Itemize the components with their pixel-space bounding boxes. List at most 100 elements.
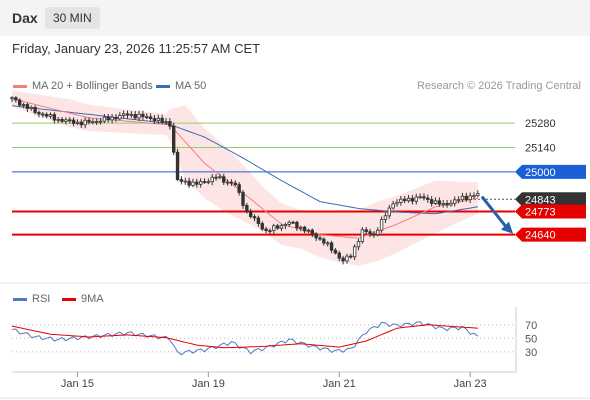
- candle-body: [272, 225, 276, 231]
- candle-body: [148, 116, 153, 119]
- candle-body: [433, 200, 438, 204]
- pivot-label: 25000: [525, 167, 556, 179]
- candle-body: [71, 119, 76, 124]
- candle-body: [179, 179, 184, 182]
- x-tick-label: Jan 23: [454, 378, 487, 390]
- rsi-tick-label: 70: [525, 320, 537, 332]
- ma20-swatch: [13, 84, 27, 88]
- candle-body: [102, 116, 107, 122]
- header-bar: Dax 30 MIN: [0, 0, 590, 36]
- support-label-box: [515, 204, 586, 219]
- candle-body: [325, 242, 330, 245]
- candle-body: [376, 229, 380, 236]
- candle-body: [195, 181, 199, 185]
- candle-body: [248, 210, 253, 217]
- candle-body: [414, 196, 418, 202]
- instrument-title: Dax: [12, 10, 38, 26]
- candle-body: [121, 113, 126, 116]
- legend-ma20: MA 20 + Bollinger Bands: [13, 80, 153, 92]
- candle-body: [379, 219, 384, 231]
- candle-body: [333, 249, 338, 254]
- resistance-label: 25280: [525, 118, 556, 130]
- candle-body: [264, 228, 268, 231]
- candle-body: [233, 182, 237, 186]
- candle-body: [329, 242, 334, 251]
- candle-body: [98, 120, 103, 123]
- candle-body: [44, 113, 49, 117]
- candle-body: [37, 112, 41, 115]
- legend-ma50: MA 50: [156, 80, 206, 92]
- candle-body: [168, 121, 172, 127]
- candle-body: [229, 181, 234, 184]
- candle-body: [368, 231, 372, 235]
- chart-datetime: Friday, January 23, 2026 11:25:57 AM CET: [12, 41, 261, 56]
- legend-ma20-label: MA 20 + Bollinger Bands: [32, 80, 153, 92]
- last-price-label: 24843: [525, 194, 556, 206]
- candle-body: [56, 118, 60, 121]
- candle-body: [133, 114, 137, 119]
- candle-body: [275, 225, 280, 229]
- candle-body: [164, 121, 168, 123]
- candle-body: [191, 181, 195, 186]
- candle-body: [160, 117, 164, 123]
- candle-body: [456, 199, 461, 202]
- legend-ma50-label: MA 50: [175, 80, 207, 92]
- candle-body: [114, 116, 118, 120]
- candle-body: [356, 241, 361, 248]
- candle-body: [472, 195, 476, 197]
- candle-body: [302, 226, 307, 232]
- candle-body: [171, 125, 176, 153]
- legend-rsi: RSI: [13, 293, 50, 305]
- copyright-text: Research © 2026 Trading Central: [416, 80, 581, 92]
- candle-body: [360, 229, 365, 242]
- resistance-label: 25140: [525, 143, 556, 155]
- forecast-arrow-head: [501, 221, 513, 234]
- candle-body: [426, 197, 430, 200]
- candle-body: [41, 113, 45, 116]
- candle-body: [399, 198, 403, 203]
- candle-body: [352, 246, 357, 258]
- candle-body: [310, 229, 314, 235]
- candle-body: [187, 180, 191, 186]
- candle-body: [118, 115, 122, 120]
- timeframe-button[interactable]: 30 MIN: [45, 7, 100, 29]
- candle-body: [429, 199, 434, 204]
- candle-body: [10, 97, 14, 100]
- candle-body: [21, 104, 26, 106]
- candle-body: [341, 257, 345, 262]
- candle-body: [395, 201, 399, 205]
- candle-body: [345, 255, 349, 262]
- rsi-ma-line: [11, 324, 478, 349]
- candle-body: [441, 203, 445, 205]
- candle-body: [83, 119, 87, 126]
- candle-body: [268, 230, 272, 232]
- candle-body: [141, 113, 145, 118]
- rsi-ma-swatch: [62, 297, 76, 301]
- candle-body: [17, 99, 22, 106]
- candle-body: [383, 215, 388, 220]
- candle-body: [287, 221, 291, 225]
- candle-body: [410, 197, 415, 202]
- candle-body: [175, 151, 180, 180]
- candle-body: [202, 181, 207, 183]
- candle-body: [402, 198, 407, 202]
- candle-body: [387, 207, 391, 217]
- candle-body: [95, 120, 99, 123]
- bollinger-band: [12, 90, 478, 267]
- candle-body: [322, 238, 326, 244]
- candle-body: [183, 180, 187, 183]
- candle-body: [476, 193, 480, 196]
- candle-body: [60, 118, 64, 122]
- candle-body: [91, 121, 95, 124]
- candle-body: [206, 181, 211, 184]
- candle-body: [48, 114, 53, 117]
- candle-body: [129, 114, 134, 116]
- candle-body: [460, 195, 465, 201]
- candle-body: [137, 113, 141, 119]
- candle-body: [256, 217, 261, 224]
- candle-body: [337, 252, 341, 259]
- candle-body: [306, 229, 311, 232]
- candle-body: [391, 203, 395, 209]
- candle-body: [364, 229, 368, 233]
